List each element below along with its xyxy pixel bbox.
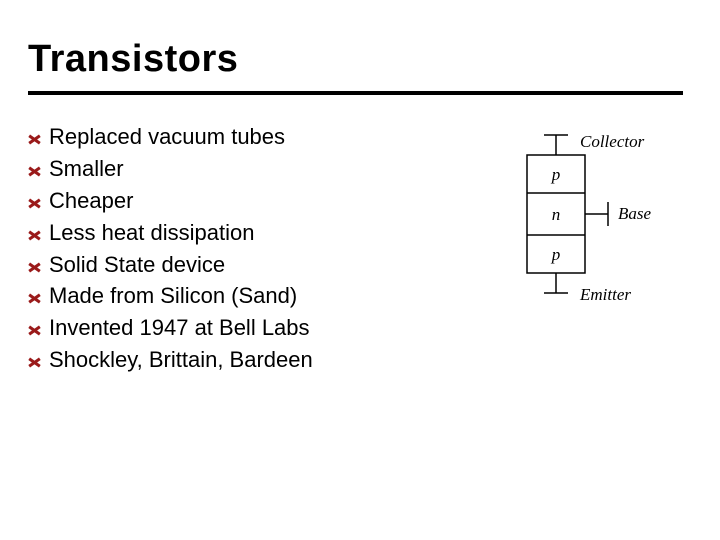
bullet-text: Shockley, Brittain, Bardeen [49,344,313,376]
bullet-icon [28,356,41,369]
bullet-icon [28,229,41,242]
bullet-text: Solid State device [49,249,225,281]
bullet-icon [28,197,41,210]
list-item: Less heat dissipation [28,217,313,249]
bullet-text: Less heat dissipation [49,217,254,249]
bullet-list: Replaced vacuum tubes Smaller Cheaper Le… [28,121,313,376]
slide: Transistors Replaced vacuum tubes Smalle… [0,0,720,540]
bullet-icon [28,292,41,305]
list-item: Cheaper [28,185,313,217]
bullet-icon [28,133,41,146]
list-item: Smaller [28,153,313,185]
svg-text:p: p [551,245,561,264]
list-item: Made from Silicon (Sand) [28,280,313,312]
bullet-text: Invented 1947 at Bell Labs [49,312,310,344]
list-item: Replaced vacuum tubes [28,121,313,153]
transistor-diagram: p n p Collector Base Emitter [484,125,684,325]
content-row: Replaced vacuum tubes Smaller Cheaper Le… [28,121,692,376]
list-item: Solid State device [28,249,313,281]
svg-text:Base: Base [618,204,652,223]
slide-title: Transistors [28,38,692,81]
bullet-text: Smaller [49,153,124,185]
svg-text:Collector: Collector [580,132,645,151]
bullet-icon [28,324,41,337]
svg-text:n: n [552,205,561,224]
bullet-text: Cheaper [49,185,133,217]
list-item: Shockley, Brittain, Bardeen [28,344,313,376]
svg-text:p: p [551,165,561,184]
list-item: Invented 1947 at Bell Labs [28,312,313,344]
bullet-text: Made from Silicon (Sand) [49,280,297,312]
bullet-text: Replaced vacuum tubes [49,121,285,153]
bullet-icon [28,261,41,274]
bullet-icon [28,165,41,178]
title-rule [28,91,683,95]
svg-text:Emitter: Emitter [579,285,631,304]
